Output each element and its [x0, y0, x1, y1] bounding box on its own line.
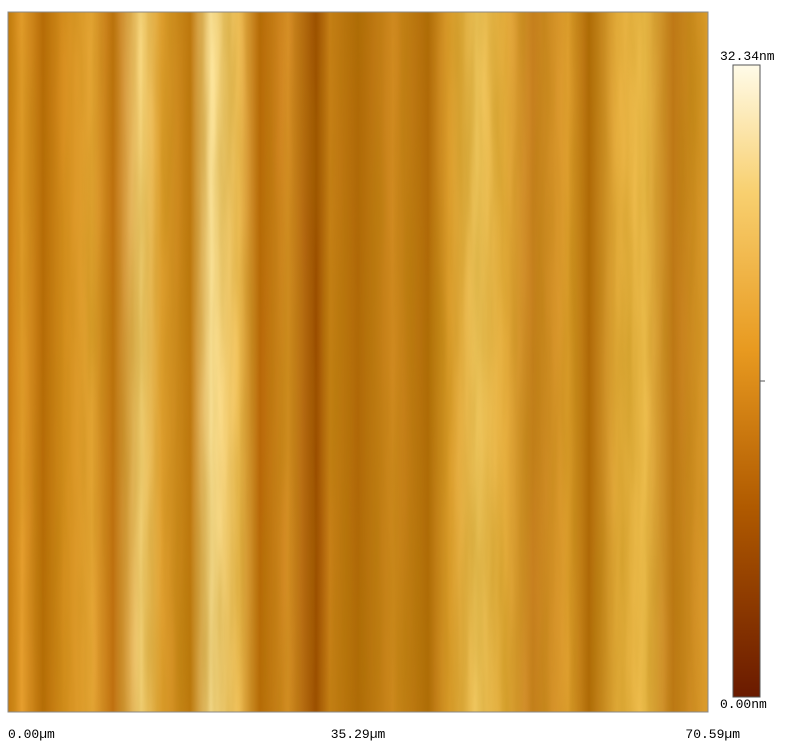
- x-label: 70.59µm: [685, 727, 740, 742]
- x-label: 35.29µm: [331, 727, 386, 742]
- colorbar-min: 0.00nm: [720, 697, 767, 712]
- colorbar: [732, 64, 761, 698]
- image-frame: [7, 11, 709, 713]
- colorbar-max: 32.34nm: [720, 49, 775, 64]
- x-label: 0.00µm: [8, 727, 55, 742]
- height-texture: [8, 12, 708, 712]
